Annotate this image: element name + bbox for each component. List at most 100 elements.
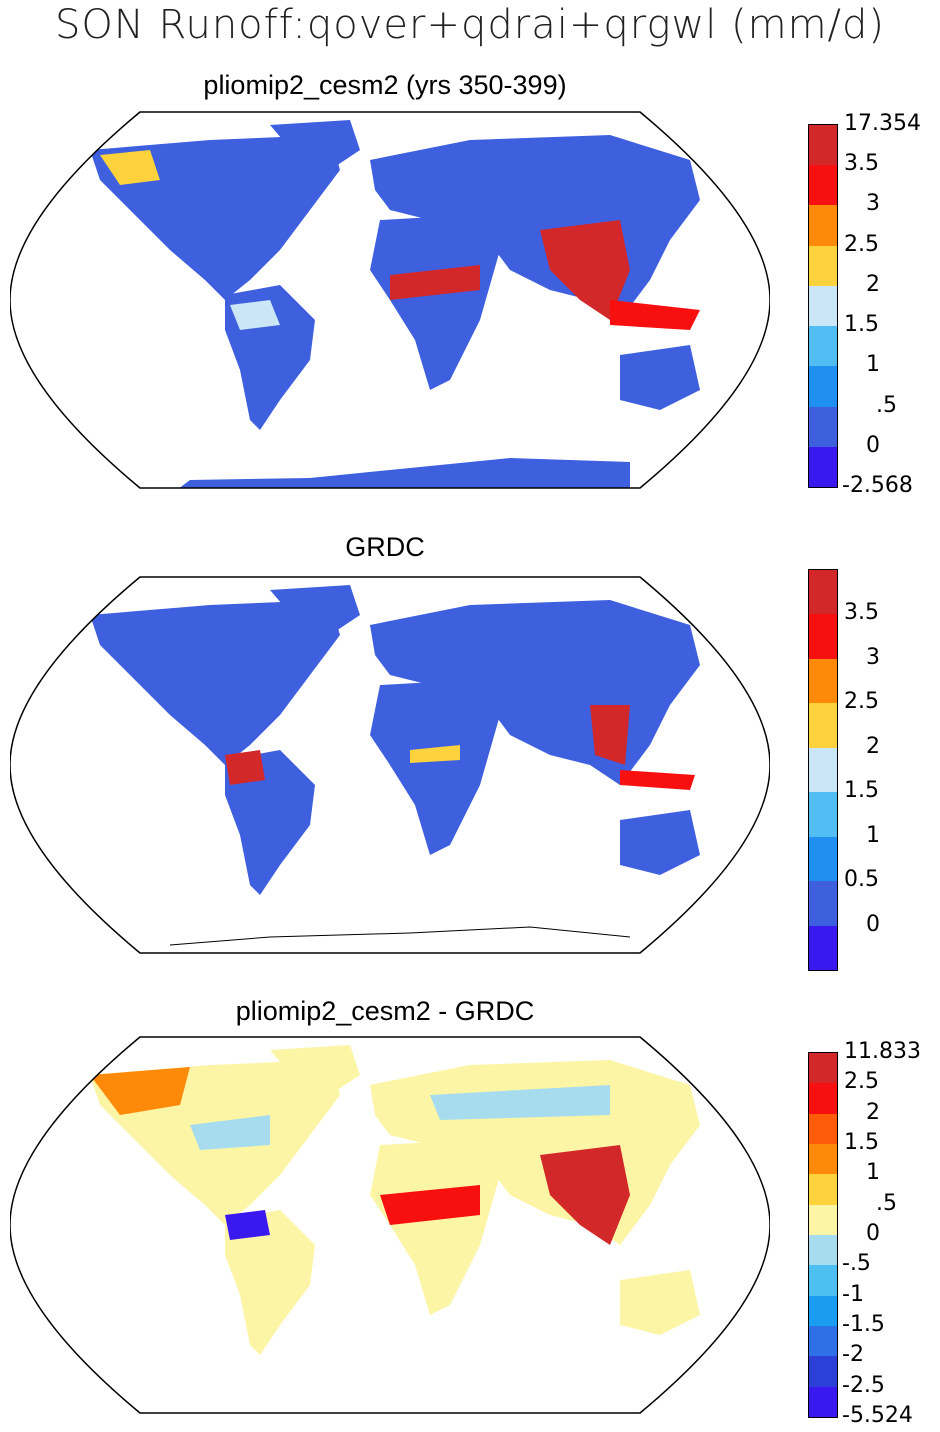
colorbar-model: [808, 124, 838, 488]
colorbar-label: -2.5: [842, 1372, 885, 1398]
colorbar-segment: [809, 446, 837, 487]
colorbar-segment: [809, 1386, 837, 1417]
colorbar-label: 3: [866, 191, 880, 217]
wet-region-maritime: [610, 300, 700, 330]
figure-title: SON Runoff:qover+qdrai+qrgwl (mm/d): [54, 2, 886, 48]
wet-region-maritime: [620, 770, 695, 790]
colorbar-label: 17.354: [844, 111, 921, 136]
colorbar-segment: [809, 326, 837, 367]
colorbar-segment: [809, 658, 837, 704]
colorbar-label: 2: [866, 271, 880, 297]
dry-bias-amazon: [225, 1210, 270, 1240]
colorbar-label: 0: [866, 911, 880, 937]
continent-north-america: [90, 600, 340, 765]
continent-africa: [370, 1140, 500, 1315]
continent-africa: [370, 680, 500, 855]
colorbar-segment: [809, 570, 837, 615]
continent-greenland: [270, 1045, 360, 1095]
colorbar-segment: [809, 614, 837, 659]
panel-title-difference: pliomip2_cesm2 - GRDC: [235, 996, 535, 1026]
colorbar-label: 1.5: [844, 312, 879, 338]
colorbar-segment: [809, 747, 837, 793]
light-region-sa: [230, 300, 280, 330]
colorbar-label: 0: [866, 432, 880, 458]
colorbar-segment: [809, 792, 837, 837]
continent-australia: [620, 810, 700, 875]
map-difference-svg: [9, 1036, 771, 1414]
colorbar-label: -.5: [842, 1251, 871, 1277]
colorbar-segment: [809, 836, 837, 882]
colorbar-segment: [809, 1174, 837, 1205]
wet-region-central-africa: [390, 265, 480, 300]
antarctica-outline: [169, 926, 631, 946]
dry-bias-north-america: [190, 1115, 270, 1150]
wet-bias-africa: [380, 1185, 480, 1225]
colorbar-label: 1.5: [844, 778, 879, 804]
colorbar-label: 0.5: [844, 867, 879, 893]
dry-bias-eurasia: [430, 1085, 610, 1120]
colorbar-segment: [809, 205, 837, 246]
mid-region-west-africa: [410, 745, 460, 763]
colorbar-label: -5.524: [842, 1403, 913, 1428]
colorbar-segment: [809, 881, 837, 926]
colorbar-segment: [809, 366, 837, 407]
colorbar-segment: [809, 1234, 837, 1266]
colorbar-segment: [809, 1083, 837, 1114]
colorbar-difference: [808, 1052, 838, 1418]
map-difference: [9, 1025, 771, 1425]
colorbar-label: 3: [866, 644, 880, 670]
light-region-alaska: [100, 150, 160, 185]
colorbar-segment: [809, 925, 837, 970]
colorbar-segment: [809, 1356, 837, 1387]
continent-australia: [620, 345, 700, 410]
colorbar-label: 2: [866, 733, 880, 759]
colorbar-label: 1: [866, 822, 880, 848]
colorbar-label: 11.833: [844, 1039, 921, 1064]
colorbar-segment: [809, 285, 837, 327]
colorbar-label: 2: [866, 1099, 880, 1125]
colorbar-label: -2.568: [842, 473, 913, 498]
colorbar-segment: [809, 406, 837, 447]
colorbar-label: 1: [866, 352, 880, 378]
continent-south-america: [225, 750, 315, 895]
continent-greenland: [270, 585, 360, 635]
colorbar-label: .5: [876, 1190, 897, 1216]
colorbar-segment: [809, 1113, 837, 1144]
wet-bias-south-asia: [540, 1145, 630, 1245]
continent-antarctica: [170, 458, 630, 488]
wet-region-southeast-asia: [590, 705, 630, 765]
wet-bias-alaska: [90, 1067, 190, 1115]
continent-africa: [370, 215, 500, 390]
colorbar-label: 2.5: [844, 1069, 879, 1095]
continent-australia: [620, 1270, 700, 1335]
colorbar-label: -1: [842, 1281, 864, 1307]
colorbar-segment: [809, 245, 837, 286]
wet-region-south-asia: [540, 220, 630, 320]
colorbar-label: 3.5: [844, 600, 879, 626]
map-grdc: [9, 565, 771, 965]
colorbar-segment: [809, 703, 837, 748]
colorbar-segment: [809, 1143, 837, 1175]
map-model: [9, 100, 771, 500]
wet-region-amazon: [225, 750, 265, 785]
colorbar-label: 2.5: [844, 689, 879, 715]
colorbar-segment: [809, 1295, 837, 1326]
panel-title-model: pliomip2_cesm2 (yrs 350-399): [203, 70, 567, 100]
colorbar-label: 2.5: [844, 231, 879, 257]
map-model-svg: [9, 111, 771, 489]
colorbar-segment: [809, 1204, 837, 1235]
continent-south-america: [225, 1210, 315, 1355]
colorbar-label: -2: [842, 1342, 864, 1368]
colorbar-label: .5: [876, 392, 897, 418]
colorbar-segment: [809, 1325, 837, 1357]
colorbar-label: 0: [866, 1221, 880, 1246]
colorbar-segment: [809, 1053, 837, 1084]
panel-title-grdc: GRDC: [345, 532, 425, 562]
map-grdc-svg: [9, 576, 771, 954]
colorbar-grdc: [808, 569, 838, 971]
colorbar-segment: [809, 1265, 837, 1296]
colorbar-label: 3.5: [844, 151, 879, 177]
colorbar-segment: [809, 165, 837, 206]
colorbar-label: 1: [866, 1160, 880, 1186]
continent-greenland: [270, 120, 360, 170]
